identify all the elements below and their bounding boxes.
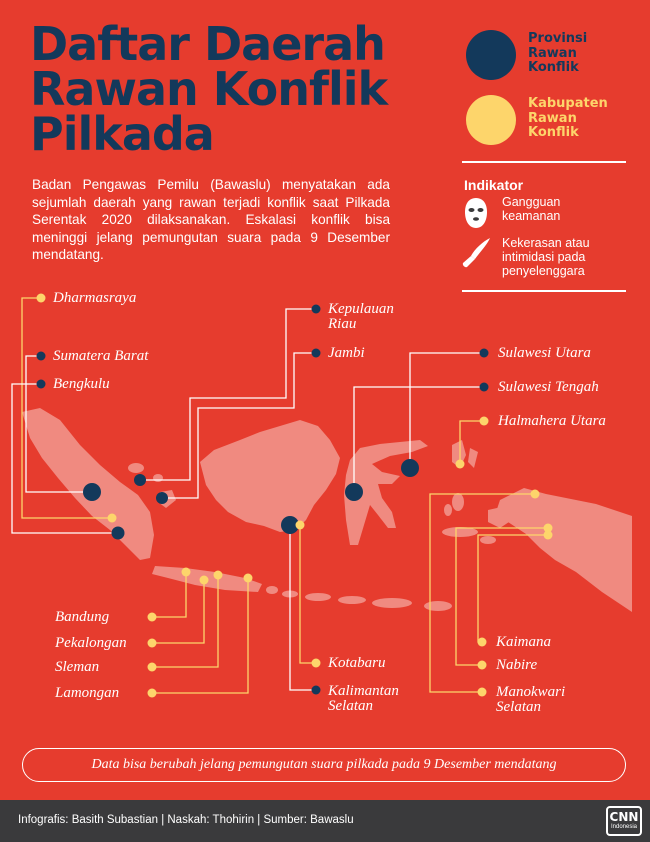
label-kepulauan-riau: Kepulauan Riau [328, 301, 394, 332]
label-kalimantan-selatan: Kalimantan Selatan [328, 683, 399, 714]
papua-island [496, 488, 632, 612]
disclaimer-note: Data bisa berubah jelang pemungutan suar… [22, 748, 626, 782]
province-legend-label: Provinsi Rawan Konflik [528, 31, 588, 75]
knife-icon [462, 238, 490, 268]
cnn-indonesia-logo: CNN Indonesia [606, 806, 642, 836]
divider [462, 161, 626, 163]
label-sulawesi-utara: Sulawesi Utara [498, 345, 591, 361]
label-manokwari-selatan: Manokwari Selatan [496, 684, 566, 715]
province-legend-dot [466, 30, 516, 80]
regency-markers [36, 293, 553, 698]
kalimantan-island [200, 420, 340, 532]
credits: Infografis: Basith Subastian | Naskah: T… [18, 814, 354, 826]
label-dharmasraya: Dharmasraya [53, 290, 137, 306]
label-lamongan: Lamongan [55, 685, 120, 701]
regency-legend-label: Kabupaten Rawan Konflik [528, 96, 608, 140]
indicator-violence-label: Kekerasan atau intimidasi pada penyeleng… [502, 236, 590, 278]
label-sleman: Sleman [55, 659, 100, 675]
label-bandung: Bandung [55, 609, 110, 625]
page-title: Daftar Daerah Rawan Konflik Pilkada [30, 17, 388, 161]
intro-text: Badan Pengawas Pemilu (Bawaslu) menyatak… [32, 177, 390, 262]
label-kotabaru: Kotabaru [328, 655, 386, 671]
label-jambi: Jambi [328, 345, 365, 361]
leader-lines [11, 297, 548, 694]
balaclava-icon [465, 198, 487, 228]
indicator-title: Indikator [464, 177, 524, 193]
regency-legend-dot [466, 95, 516, 145]
label-kaimana: Kaimana [496, 634, 552, 650]
sulawesi-island [344, 440, 428, 545]
label-halmahera-utara: Halmahera Utara [498, 413, 606, 429]
label-sumatera-barat: Sumatera Barat [53, 348, 149, 364]
label-nabire: Nabire [496, 657, 538, 673]
province-markers [36, 304, 489, 695]
footer: Infografis: Basith Subastian | Naskah: T… [0, 800, 650, 842]
divider [462, 290, 626, 292]
label-bengkulu: Bengkulu [53, 376, 110, 392]
islands [22, 408, 632, 612]
label-sulawesi-tengah: Sulawesi Tengah [498, 379, 599, 395]
label-pekalongan: Pekalongan [55, 635, 127, 651]
indicator-security-label: Gangguan keamanan [502, 195, 561, 223]
